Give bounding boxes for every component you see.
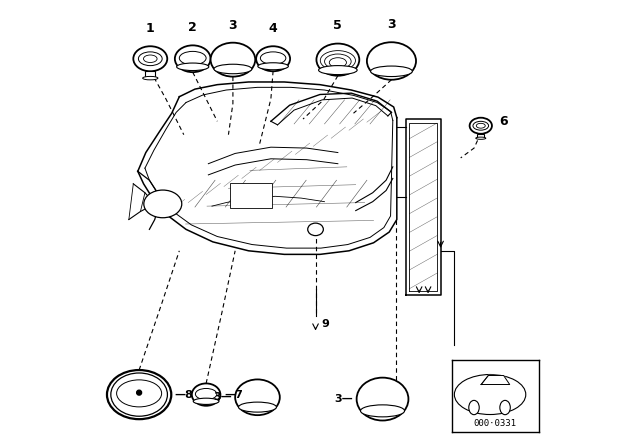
Ellipse shape: [371, 66, 412, 77]
Ellipse shape: [356, 378, 408, 421]
Ellipse shape: [179, 52, 206, 65]
Text: 3: 3: [228, 18, 237, 31]
Text: 000·0331: 000·0331: [474, 419, 516, 428]
Ellipse shape: [192, 383, 220, 406]
Ellipse shape: [193, 398, 219, 405]
Ellipse shape: [316, 43, 359, 76]
Ellipse shape: [308, 223, 323, 236]
Text: 3—: 3—: [334, 394, 353, 404]
Ellipse shape: [116, 380, 162, 407]
Ellipse shape: [500, 401, 510, 415]
Ellipse shape: [177, 63, 209, 70]
Text: 4: 4: [269, 22, 278, 35]
Text: 1: 1: [146, 22, 155, 35]
Ellipse shape: [320, 51, 355, 70]
Text: 2: 2: [188, 21, 197, 34]
Ellipse shape: [473, 121, 488, 130]
Text: 9: 9: [321, 319, 329, 329]
Polygon shape: [481, 375, 509, 384]
FancyBboxPatch shape: [145, 71, 156, 78]
Ellipse shape: [324, 54, 351, 69]
Text: 6: 6: [500, 115, 508, 128]
Ellipse shape: [133, 46, 167, 71]
Ellipse shape: [143, 77, 158, 80]
Ellipse shape: [144, 190, 182, 218]
Ellipse shape: [454, 375, 526, 414]
FancyBboxPatch shape: [230, 183, 272, 208]
Text: 5: 5: [333, 19, 342, 32]
Ellipse shape: [260, 52, 286, 65]
Ellipse shape: [211, 43, 255, 77]
Ellipse shape: [330, 58, 346, 67]
FancyBboxPatch shape: [477, 134, 484, 138]
Ellipse shape: [470, 118, 492, 134]
Text: 3—: 3—: [213, 392, 232, 402]
Circle shape: [137, 390, 141, 395]
Ellipse shape: [235, 379, 280, 415]
Ellipse shape: [319, 65, 357, 75]
Ellipse shape: [367, 42, 416, 80]
Ellipse shape: [476, 137, 486, 139]
Text: 3: 3: [387, 18, 396, 31]
Ellipse shape: [476, 123, 485, 128]
Ellipse shape: [214, 64, 252, 74]
Ellipse shape: [360, 405, 404, 417]
Ellipse shape: [143, 55, 157, 63]
Ellipse shape: [239, 402, 276, 412]
Text: —7: —7: [224, 390, 243, 400]
Ellipse shape: [258, 63, 289, 70]
Ellipse shape: [138, 52, 162, 65]
Ellipse shape: [256, 46, 290, 71]
Ellipse shape: [195, 388, 217, 400]
Ellipse shape: [107, 370, 172, 419]
Ellipse shape: [175, 45, 211, 72]
Ellipse shape: [468, 401, 479, 415]
Text: —8: —8: [175, 390, 194, 400]
Ellipse shape: [111, 373, 168, 416]
